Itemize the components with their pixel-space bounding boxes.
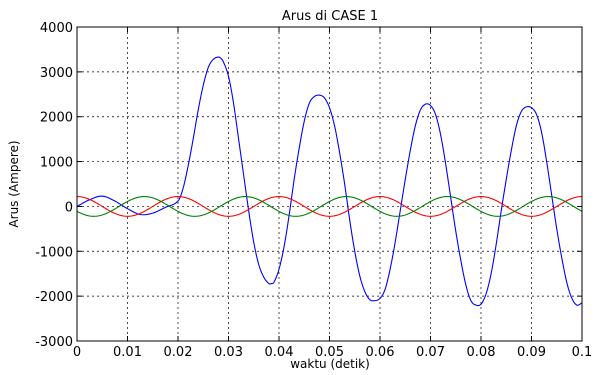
y-axis-label: Arus (Ampere) bbox=[7, 140, 21, 227]
y-tick-label: 0 bbox=[65, 200, 73, 215]
x-tick-label: 0.05 bbox=[315, 345, 344, 360]
y-tick-label: -3000 bbox=[35, 335, 73, 350]
series-line-3 bbox=[76, 196, 583, 217]
x-axis-label: waktu (detik) bbox=[290, 357, 370, 371]
tick-group: 0 0.01 0.02 0.03 0.04 0.05 0.06 0.07 0.08 0.09 0.1… bbox=[35, 21, 592, 360]
y-tick-label: 2000 bbox=[40, 111, 73, 126]
y-tick-label: 3000 bbox=[40, 66, 73, 81]
x-tick-label: 0 bbox=[73, 345, 81, 360]
x-tick-label: 0.06 bbox=[366, 345, 395, 360]
x-tick-label: 0.07 bbox=[416, 345, 445, 360]
x-tick-label: 0.02 bbox=[164, 345, 193, 360]
x-tick-label: 0.1 bbox=[572, 345, 593, 360]
chart-title: Arus di CASE 1 bbox=[282, 9, 378, 24]
y-tick-label: 4000 bbox=[40, 21, 73, 36]
x-tick-label: 0.01 bbox=[113, 345, 142, 360]
series-group bbox=[76, 56, 583, 307]
grid bbox=[77, 27, 582, 341]
y-tick-label: 1000 bbox=[40, 156, 73, 171]
y-tick-label: -1000 bbox=[35, 245, 73, 260]
x-tick-label: 0.03 bbox=[214, 345, 243, 360]
x-tick-label: 0.08 bbox=[467, 345, 496, 360]
x-tick-label: 0.04 bbox=[265, 345, 294, 360]
y-tick-label: -2000 bbox=[35, 290, 73, 305]
series-line-1 bbox=[76, 56, 583, 307]
x-tick-label: 0.09 bbox=[517, 345, 546, 360]
